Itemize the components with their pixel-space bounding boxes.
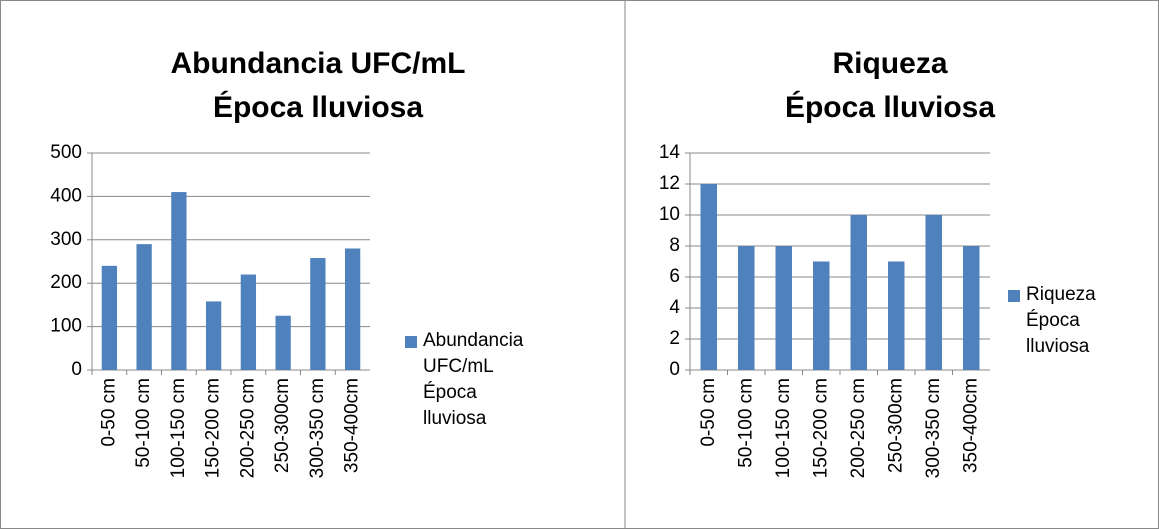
y-tick-label: 0: [71, 359, 82, 380]
bar: [775, 246, 792, 370]
bar: [240, 274, 257, 370]
bar: [205, 301, 222, 370]
bar: [275, 315, 291, 370]
y-tick-label: 300: [50, 229, 82, 250]
bar: [888, 261, 905, 370]
y-tick-label: 100: [50, 316, 82, 337]
bar: [700, 184, 717, 370]
x-tick-label: 100-150 cm: [168, 378, 189, 478]
x-tick-label: 200-250 cm: [237, 378, 258, 478]
x-tick-label: 0-50 cm: [98, 378, 119, 447]
bar: [310, 258, 326, 370]
y-tick-label: 10: [659, 204, 680, 225]
y-tick-label: 14: [659, 142, 681, 163]
bar: [963, 246, 980, 370]
x-tick-label: 250-300cm: [272, 378, 293, 473]
y-tick-label: 500: [50, 142, 82, 163]
y-tick-label: 400: [50, 185, 82, 206]
bar: [813, 261, 830, 370]
x-tick-label: 300-350 cm: [923, 378, 944, 478]
bar: [101, 265, 118, 370]
y-tick-label: 2: [669, 328, 680, 349]
bar: [738, 246, 755, 370]
legend-swatch: [1008, 290, 1020, 302]
x-tick-label: 0-50 cm: [698, 378, 719, 447]
bar: [171, 192, 187, 370]
x-tick-label: 50-100 cm: [735, 378, 756, 468]
x-tick-label: 350-400cm: [960, 378, 981, 473]
x-tick-label: 150-200 cm: [203, 378, 224, 478]
x-tick-label: 50-100 cm: [133, 378, 154, 468]
x-tick-label: 200-250 cm: [848, 378, 869, 478]
bar: [850, 215, 867, 370]
x-tick-label: 350-400cm: [342, 378, 363, 473]
legend-swatch: [405, 336, 417, 348]
chart-title: Abundancia UFC/mL Época lluviosa: [170, 47, 466, 124]
bar: [925, 215, 942, 370]
bar: [344, 248, 361, 370]
x-tick-label: 150-200 cm: [810, 378, 831, 478]
y-tick-label: 200: [50, 272, 82, 293]
x-tick-label: 250-300cm: [885, 378, 906, 473]
y-tick-label: 4: [669, 297, 680, 318]
x-tick-label: 100-150 cm: [773, 378, 794, 478]
legend-label: Abundancia UFC/mL Época lluviosa: [423, 330, 524, 429]
chart-title: Riqueza Época lluviosa: [784, 47, 996, 124]
y-tick-label: 8: [669, 235, 680, 256]
y-tick-label: 0: [669, 359, 680, 380]
bar: [136, 244, 152, 370]
x-tick-label: 300-350 cm: [307, 378, 328, 478]
y-tick-label: 6: [669, 266, 680, 287]
legend-label: Riqueza Época lluviosa: [1026, 284, 1096, 357]
y-tick-label: 12: [659, 173, 680, 194]
